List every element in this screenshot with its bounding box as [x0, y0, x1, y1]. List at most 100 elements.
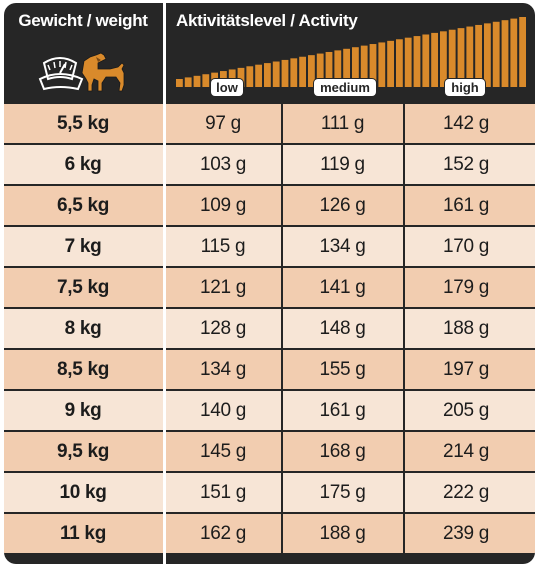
high-cell: 205 g: [442, 400, 490, 421]
scale-with-dog-icon: [38, 52, 125, 92]
table-row: 6,5 kg 109 g 126 g 161 g: [4, 186, 535, 225]
table-row: 9 kg 140 g 161 g 205 g: [4, 391, 535, 430]
ramp-bar: [457, 28, 465, 87]
level-label-high: high: [445, 79, 485, 96]
low-cell: 103 g: [199, 154, 247, 175]
ramp-bar: [466, 26, 474, 87]
level-label-medium: medium: [314, 79, 376, 96]
medium-cell: 148 g: [319, 318, 366, 339]
medium-cell: 168 g: [319, 441, 366, 462]
ramp-bar: [378, 42, 386, 87]
ramp-bar: [290, 58, 298, 87]
ramp-bar: [193, 75, 201, 87]
ramp-bar: [360, 45, 368, 87]
weight-cell: 7,5 kg: [56, 277, 110, 298]
activity-column-title: Aktivitätslevel / Activity: [176, 11, 358, 30]
ramp-bar: [475, 24, 482, 87]
ramp-bar: [272, 61, 280, 87]
ramp-bar: [492, 21, 500, 87]
weight-cell: 8,5 kg: [56, 359, 110, 380]
ramp-bar: [202, 74, 210, 87]
high-cell: 152 g: [442, 154, 490, 175]
ramp-bar: [264, 63, 271, 87]
table-row: 7 kg 115 g 134 g 170 g: [4, 227, 535, 266]
table-row: 11 kg 162 g 188 g 239 g: [4, 514, 535, 553]
ramp-bar: [316, 53, 324, 87]
table-row: 10 kg 151 g 175 g 222 g: [4, 473, 535, 512]
ramp-bar: [176, 79, 183, 87]
weight-cell: 7 kg: [64, 236, 102, 257]
feeding-table: Gewicht / weight Aktivitätslevel / Activ…: [4, 3, 535, 564]
ramp-bar: [369, 44, 377, 87]
weight-cell: 5,5 kg: [56, 113, 110, 134]
weight-cell: 9 kg: [64, 400, 102, 421]
weight-cell: 10 kg: [59, 482, 107, 503]
weight-cell: 6 kg: [64, 154, 102, 175]
medium-cell: 126 g: [319, 195, 366, 216]
column-separator: [281, 104, 283, 555]
low-cell: 145 g: [199, 441, 247, 462]
ramp-bar: [440, 31, 447, 88]
medium-cell: 188 g: [319, 523, 366, 544]
ramp-bar: [422, 34, 430, 87]
ramp-bar: [237, 67, 245, 87]
ramp-bar: [501, 20, 509, 87]
ramp-bar: [343, 48, 350, 87]
table-row: 6 kg 103 g 119 g 152 g: [4, 145, 535, 184]
ramp-bar: [281, 59, 289, 87]
ramp-bar: [352, 47, 359, 87]
high-cell: 214 g: [442, 441, 490, 462]
weight-cell: 9,5 kg: [56, 441, 110, 462]
table-row: 8 kg 128 g 148 g 188 g: [4, 309, 535, 348]
ramp-bar: [431, 32, 438, 87]
activity-ramp-graphic: [176, 17, 526, 88]
medium-cell: 111 g: [320, 113, 365, 134]
low-cell: 151 g: [199, 482, 247, 503]
ramp-bar: [334, 50, 342, 87]
ramp-bar: [228, 69, 236, 87]
ramp-bar: [255, 64, 262, 87]
table-row: 8,5 kg 134 g 155 g 197 g: [4, 350, 535, 389]
low-cell: 115 g: [200, 236, 246, 257]
low-cell: 109 g: [199, 195, 247, 216]
weight-cell: 6,5 kg: [56, 195, 110, 216]
high-cell: 142 g: [442, 113, 490, 134]
ramp-bar: [413, 36, 421, 87]
low-cell: 134 g: [199, 359, 247, 380]
medium-cell: 161 g: [319, 400, 366, 421]
low-cell: 121 g: [199, 277, 247, 298]
high-cell: 161 g: [442, 195, 490, 216]
high-cell: 188 g: [442, 318, 490, 339]
low-cell: 140 g: [199, 400, 247, 421]
medium-cell: 141 g: [319, 277, 366, 298]
weight-cell: 11 kg: [59, 523, 107, 544]
column-separator: [403, 104, 405, 555]
low-cell: 162 g: [199, 523, 247, 544]
ramp-bar: [184, 77, 192, 87]
ramp-bar: [299, 56, 306, 87]
table-row: 5,5 kg 97 g 111 g 142 g: [4, 104, 535, 143]
ramp-bar: [325, 51, 333, 87]
table-header: Gewicht / weight Aktivitätslevel / Activ…: [4, 3, 535, 103]
ramp-bar: [448, 29, 456, 87]
weight-cell: 8 kg: [64, 318, 102, 339]
medium-cell: 134 g: [319, 236, 366, 257]
high-cell: 170 g: [442, 236, 490, 257]
low-cell: 97 g: [205, 113, 241, 134]
medium-cell: 119 g: [320, 154, 365, 175]
ramp-bar: [484, 23, 491, 87]
low-cell: 128 g: [199, 318, 247, 339]
ramp-bar: [396, 39, 403, 87]
level-label-low: low: [211, 79, 243, 96]
weight-column-title: Gewicht / weight: [18, 11, 148, 30]
ramp-bar: [387, 40, 394, 87]
table-row: 9,5 kg 145 g 168 g 214 g: [4, 432, 535, 471]
weight-divider: [163, 3, 166, 564]
ramp-bar: [510, 18, 518, 88]
ramp-bar: [404, 37, 412, 87]
high-cell: 222 g: [442, 482, 490, 503]
ramp-bar: [246, 66, 254, 87]
ramp-bar: [308, 55, 315, 87]
medium-cell: 175 g: [319, 482, 366, 503]
high-cell: 179 g: [442, 277, 490, 298]
